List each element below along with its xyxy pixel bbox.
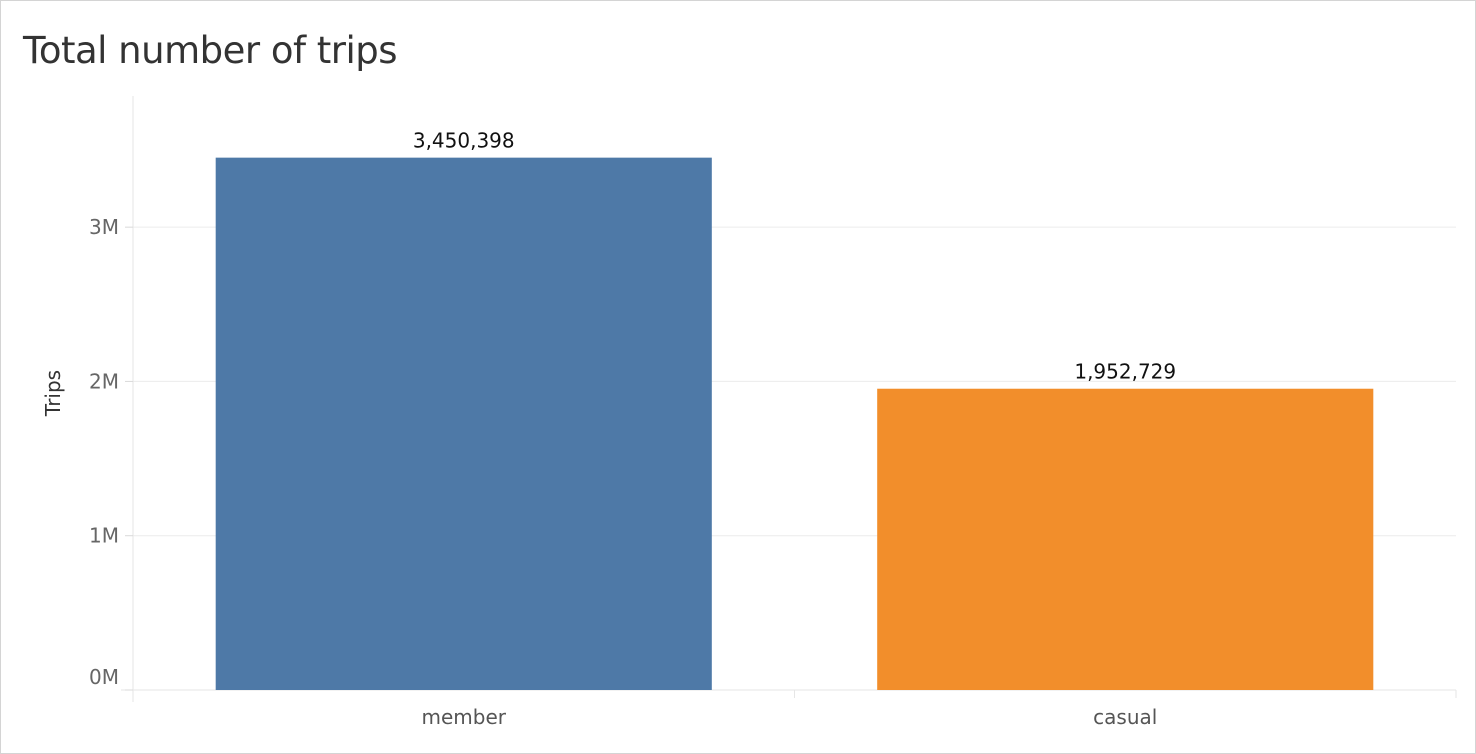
bars xyxy=(215,157,1374,690)
axes: 0M 1M 2M 3M Trips member casual xyxy=(41,96,1457,729)
bar-casual xyxy=(877,388,1374,690)
y-tick-label: 1M xyxy=(89,524,119,548)
x-tick-label-member: member xyxy=(422,705,507,729)
bar-member xyxy=(215,157,712,690)
y-tick-label: 0M xyxy=(89,665,119,689)
chart-title: Total number of trips xyxy=(23,29,398,72)
data-label-member: 3,450,398 xyxy=(413,129,515,153)
x-tick-label-casual: casual xyxy=(1093,705,1157,729)
y-axis-title: Trips xyxy=(41,370,65,417)
data-label-casual: 1,952,729 xyxy=(1074,360,1176,384)
data-labels: 3,450,398 1,952,729 xyxy=(413,129,1176,384)
y-tick-label: 2M xyxy=(89,369,119,393)
y-tick-label: 3M xyxy=(89,215,119,239)
